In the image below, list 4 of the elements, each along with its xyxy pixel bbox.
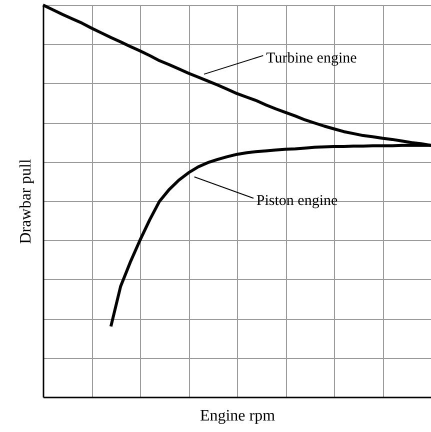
text: Piston engine: [256, 193, 338, 210]
x-axis-title: Engine rpm: [200, 408, 276, 424]
y-axis-title: Drawbar pull: [18, 158, 34, 244]
legend-label: Turbine engine: [266, 50, 358, 67]
